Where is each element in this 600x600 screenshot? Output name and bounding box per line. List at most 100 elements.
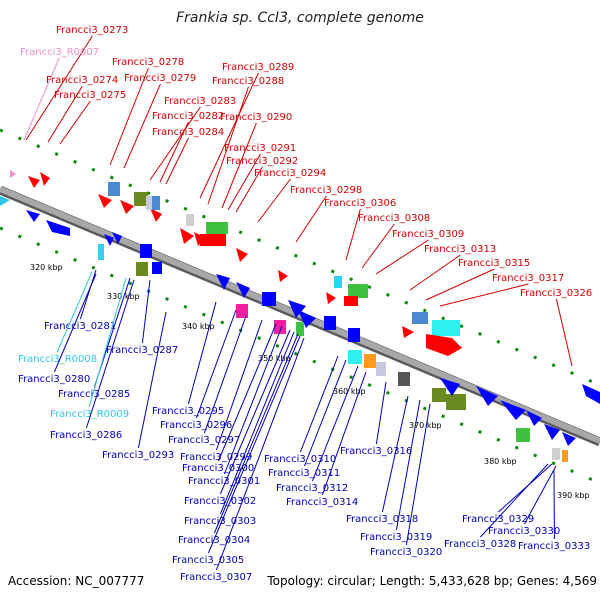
forward-gene-block[interactable] — [200, 234, 226, 246]
reverse-gene-arrow[interactable] — [104, 234, 114, 246]
gene-label[interactable]: Francci3_0306 — [324, 198, 396, 209]
gene-label[interactable]: Francci3_0283 — [164, 96, 236, 107]
reverse-gene-arrow[interactable] — [112, 232, 122, 244]
reverse-gene-block[interactable] — [236, 304, 248, 318]
gene-label[interactable]: Francci3_0313 — [424, 244, 496, 255]
gene-label[interactable]: Francci3_0302 — [184, 496, 256, 507]
gene-label[interactable]: Francci3_0296 — [160, 420, 232, 431]
forward-gene-arrow[interactable] — [40, 172, 50, 186]
gene-label[interactable]: Francci3_0320 — [370, 547, 442, 558]
gene-label[interactable]: Francci3_0299 — [180, 452, 252, 463]
gene-label[interactable]: Francci3_0292 — [226, 156, 298, 167]
reverse-gene-block[interactable] — [364, 354, 376, 368]
reverse-gene-arrow[interactable] — [562, 432, 576, 446]
gene-label[interactable]: Francci3_0309 — [392, 229, 464, 240]
reverse-gene-block[interactable] — [562, 450, 568, 462]
reverse-gene-block[interactable] — [446, 394, 466, 410]
gene-label[interactable]: Francci3_0289 — [222, 62, 294, 73]
gene-label[interactable]: Francci3_R0009 — [50, 409, 129, 420]
gene-label[interactable]: Francci3_0298 — [290, 185, 362, 196]
reverse-gene-arrow[interactable] — [26, 210, 40, 222]
reverse-gene-arrow[interactable] — [288, 300, 306, 318]
forward-gene-block[interactable] — [412, 312, 428, 324]
reverse-gene-arrow[interactable] — [46, 220, 70, 236]
reverse-gene-arrow[interactable] — [500, 400, 526, 420]
rna-arrow[interactable] — [0, 196, 10, 206]
reverse-gene-block[interactable] — [274, 320, 286, 334]
gene-label[interactable]: Francci3_0295 — [152, 406, 224, 417]
gene-label[interactable]: Francci3_0307 — [180, 572, 252, 583]
gene-label[interactable]: Francci3_0303 — [184, 516, 256, 527]
forward-gene-arrow[interactable] — [150, 208, 162, 222]
reverse-gene-block[interactable] — [432, 388, 446, 402]
gene-label[interactable]: Francci3_0297 — [168, 435, 240, 446]
forward-gene-arrow[interactable] — [236, 248, 248, 262]
gene-label[interactable]: Francci3_0312 — [276, 483, 348, 494]
forward-gene-block[interactable] — [186, 214, 194, 226]
gene-label[interactable]: Francci3_0326 — [520, 288, 592, 299]
gene-label[interactable]: Francci3_0290 — [220, 112, 292, 123]
reverse-gene-block[interactable] — [296, 322, 304, 336]
reverse-gene-arrow[interactable] — [526, 410, 542, 426]
gene-label[interactable]: Francci3_0275 — [54, 90, 126, 101]
forward-gene-arrow[interactable] — [278, 270, 288, 282]
rna-arrow[interactable] — [10, 170, 16, 178]
gene-label[interactable]: Francci3_0305 — [172, 555, 244, 566]
gene-label[interactable]: Francci3_0278 — [112, 57, 184, 68]
gene-label[interactable]: Francci3_0314 — [286, 497, 358, 508]
gene-label[interactable]: Francci3_0293 — [102, 450, 174, 461]
reverse-gene-block[interactable] — [98, 244, 104, 260]
gene-label[interactable]: Francci3_0288 — [212, 76, 284, 87]
gene-label[interactable]: Francci3_0274 — [46, 75, 118, 86]
reverse-gene-block[interactable] — [516, 428, 530, 442]
gene-label[interactable]: Francci3_0281 — [44, 321, 116, 332]
gene-label[interactable]: Francci3_0330 — [488, 526, 560, 537]
reverse-gene-arrow[interactable] — [544, 424, 560, 440]
gene-label[interactable]: Francci3_0287 — [106, 345, 178, 356]
forward-gene-arrow[interactable] — [180, 228, 194, 244]
reverse-gene-arrow[interactable] — [236, 282, 250, 298]
forward-gene-arrow[interactable] — [120, 200, 134, 214]
forward-gene-block[interactable] — [348, 284, 368, 298]
gene-label[interactable]: Francci3_0284 — [152, 127, 224, 138]
reverse-gene-arrow[interactable] — [440, 378, 460, 396]
gene-label[interactable]: Francci3_0317 — [492, 273, 564, 284]
reverse-gene-block[interactable] — [376, 362, 386, 376]
gene-label[interactable]: Francci3_0315 — [458, 258, 530, 269]
reverse-gene-arrow[interactable] — [216, 274, 230, 290]
forward-gene-arrow[interactable] — [402, 326, 414, 338]
gene-label[interactable]: Francci3_0300 — [182, 463, 254, 474]
forward-gene-block[interactable] — [152, 196, 160, 210]
forward-gene-block[interactable] — [146, 196, 154, 210]
reverse-gene-block[interactable] — [262, 292, 276, 306]
gene-label[interactable]: Francci3_0294 — [254, 168, 326, 179]
reverse-gene-arrow[interactable] — [298, 310, 316, 328]
reverse-gene-block[interactable] — [552, 448, 560, 460]
gene-label[interactable]: Francci3_0329 — [462, 514, 534, 525]
gene-label[interactable]: Francci3_0319 — [360, 532, 432, 543]
reverse-gene-block[interactable] — [152, 262, 162, 274]
forward-gene-block[interactable] — [206, 222, 228, 234]
forward-gene-block[interactable] — [344, 296, 358, 306]
gene-label[interactable]: Francci3_0282 — [152, 111, 224, 122]
forward-gene-arrow[interactable] — [326, 292, 336, 304]
reverse-gene-block[interactable] — [398, 372, 410, 386]
reverse-gene-block[interactable] — [140, 244, 152, 258]
reverse-gene-block[interactable] — [348, 328, 360, 342]
gene-label[interactable]: Francci3_0273 — [56, 25, 128, 36]
gene-label[interactable]: Francci3_0333 — [518, 541, 590, 552]
gene-label[interactable]: Francci3_0328 — [444, 539, 516, 550]
gene-label[interactable]: Francci3_0318 — [346, 514, 418, 525]
forward-gene-block[interactable] — [334, 276, 342, 288]
forward-gene-arrow[interactable] — [426, 334, 462, 356]
gene-label[interactable]: Francci3_0311 — [268, 468, 340, 479]
gene-label[interactable]: Francci3_R0007 — [20, 47, 99, 58]
gene-label[interactable]: Francci3_0308 — [358, 213, 430, 224]
forward-gene-block[interactable] — [134, 192, 148, 206]
gene-label[interactable]: Francci3_0316 — [340, 446, 412, 457]
gene-label[interactable]: Francci3_0291 — [224, 143, 296, 154]
reverse-gene-arrow[interactable] — [582, 384, 600, 404]
forward-gene-block[interactable] — [108, 182, 120, 196]
reverse-gene-block[interactable] — [136, 262, 148, 276]
reverse-gene-block[interactable] — [348, 350, 362, 364]
